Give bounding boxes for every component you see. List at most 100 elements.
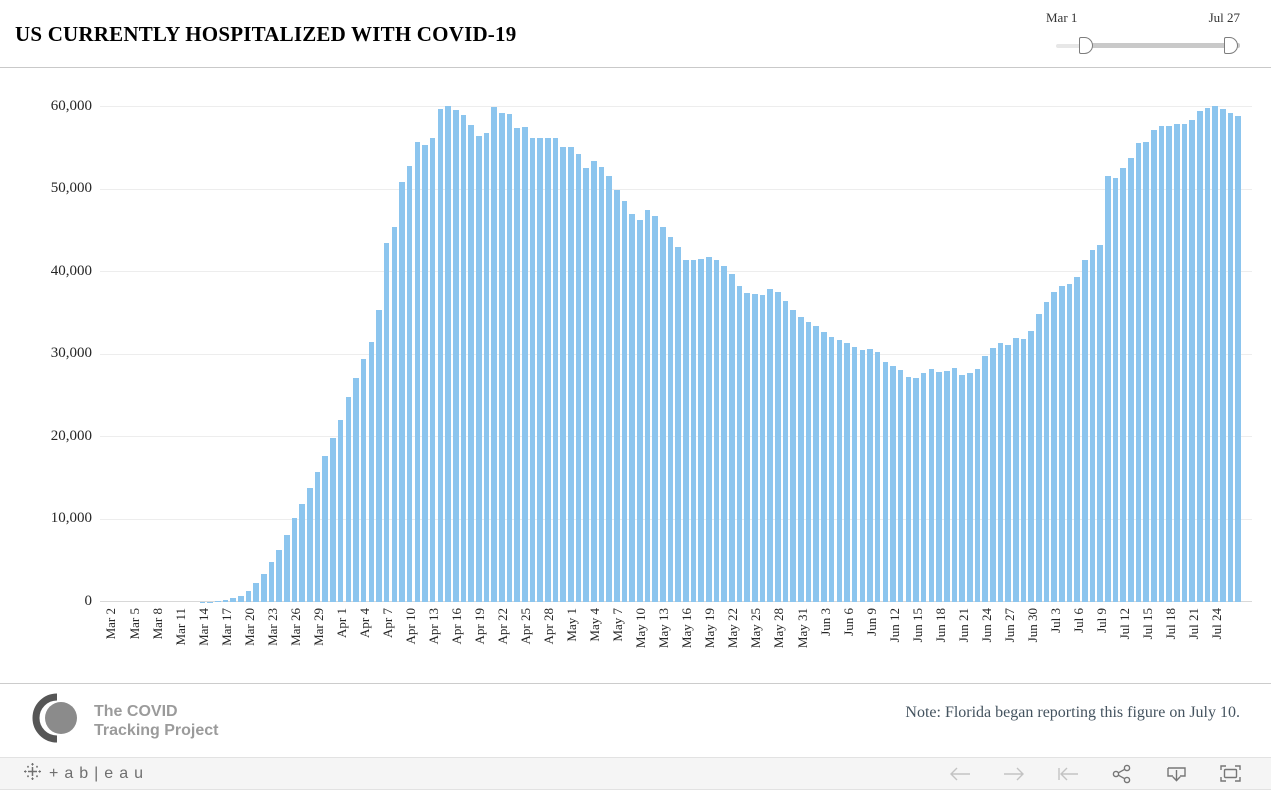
bar[interactable] (1112, 177, 1119, 602)
bar[interactable] (828, 337, 835, 602)
bar[interactable] (736, 286, 743, 602)
bar[interactable] (414, 142, 421, 602)
bar[interactable] (452, 110, 459, 602)
bar[interactable] (1197, 111, 1203, 602)
bar[interactable] (429, 137, 436, 602)
bar[interactable] (943, 371, 950, 602)
fullscreen-icon[interactable] (1219, 765, 1241, 783)
bar[interactable] (498, 112, 505, 602)
bar[interactable] (859, 349, 866, 602)
slider-track-outer[interactable] (1056, 44, 1082, 48)
bar[interactable] (575, 154, 582, 602)
bar[interactable] (698, 258, 704, 602)
bar[interactable] (422, 144, 428, 602)
bar[interactable] (383, 243, 390, 602)
bar[interactable] (1212, 106, 1219, 602)
bar[interactable] (813, 325, 820, 602)
bar[interactable] (284, 535, 290, 602)
bar[interactable] (437, 109, 444, 602)
bar[interactable] (1012, 338, 1019, 602)
bar[interactable] (851, 347, 858, 602)
bar[interactable] (644, 210, 651, 602)
bar[interactable] (583, 168, 589, 602)
bar[interactable] (276, 550, 283, 602)
bar[interactable] (982, 356, 988, 602)
bar[interactable] (1005, 344, 1011, 602)
bar[interactable] (1235, 116, 1242, 602)
bar[interactable] (928, 369, 935, 602)
bar[interactable] (1189, 120, 1195, 602)
bar[interactable] (729, 274, 735, 602)
bar[interactable] (506, 114, 513, 602)
bar[interactable] (360, 358, 367, 602)
bar[interactable] (951, 367, 958, 602)
bar[interactable] (775, 291, 781, 602)
bar[interactable] (989, 347, 996, 602)
reset-icon[interactable] (1057, 765, 1079, 783)
bar[interactable] (1174, 124, 1180, 602)
bar[interactable] (552, 137, 559, 602)
bar[interactable] (399, 182, 405, 602)
bar[interactable] (882, 361, 889, 602)
bar[interactable] (905, 376, 912, 602)
bar[interactable] (1066, 284, 1073, 602)
bar[interactable] (1089, 249, 1096, 602)
bar[interactable] (675, 247, 681, 602)
bar[interactable] (330, 437, 336, 602)
bar[interactable] (897, 370, 904, 602)
bar[interactable] (936, 371, 942, 602)
bar[interactable] (445, 106, 451, 602)
bar[interactable] (1020, 338, 1027, 602)
bar[interactable] (537, 137, 543, 602)
bar[interactable] (268, 561, 275, 602)
slider-handle-start[interactable] (1079, 37, 1093, 54)
bar[interactable] (1082, 260, 1088, 602)
bar[interactable] (1120, 168, 1126, 602)
bar[interactable] (1105, 176, 1111, 602)
bar[interactable] (1143, 141, 1149, 602)
bar[interactable] (491, 107, 497, 602)
bar[interactable] (483, 132, 490, 602)
bar[interactable] (798, 316, 804, 602)
bar[interactable] (1166, 125, 1172, 602)
bar[interactable] (637, 220, 643, 602)
bar[interactable] (391, 226, 398, 602)
bar[interactable] (805, 322, 812, 602)
bar[interactable] (836, 339, 843, 602)
bar[interactable] (368, 342, 375, 602)
bar[interactable] (299, 503, 306, 602)
covid-tracking-project-logo[interactable]: The COVID Tracking Project (30, 691, 219, 750)
bar[interactable] (222, 599, 229, 602)
bar[interactable] (629, 214, 635, 602)
bar[interactable] (890, 366, 896, 602)
bar[interactable] (1220, 109, 1226, 602)
bar[interactable] (959, 375, 965, 602)
bar[interactable] (752, 294, 758, 602)
bar[interactable] (1135, 143, 1142, 602)
bar[interactable] (261, 573, 267, 602)
bar[interactable] (245, 591, 252, 602)
bar[interactable] (706, 257, 712, 602)
bar[interactable] (406, 166, 413, 602)
tableau-logo[interactable]: +ab|eau (24, 762, 149, 785)
bar[interactable] (345, 397, 352, 602)
bar[interactable] (529, 138, 536, 602)
bar[interactable] (920, 373, 927, 602)
bar[interactable] (353, 377, 359, 602)
undo-icon[interactable] (949, 765, 971, 783)
bar[interactable] (913, 377, 919, 602)
bar[interactable] (713, 259, 720, 602)
bar[interactable] (468, 125, 474, 602)
bar[interactable] (874, 352, 881, 602)
bar[interactable] (759, 295, 766, 602)
bar[interactable] (215, 600, 221, 602)
bar[interactable] (307, 488, 313, 602)
bar[interactable] (567, 146, 574, 602)
bar[interactable] (544, 138, 551, 602)
bar[interactable] (314, 471, 321, 602)
bar[interactable] (1097, 244, 1103, 602)
bar[interactable] (821, 332, 827, 602)
slider-handle-end[interactable] (1224, 37, 1238, 54)
slider-track[interactable] (1080, 43, 1240, 48)
bar[interactable] (238, 596, 244, 602)
